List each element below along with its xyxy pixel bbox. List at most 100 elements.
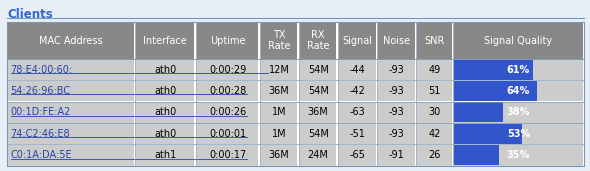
Bar [454,124,522,144]
Bar [454,81,583,101]
Text: Signal: Signal [342,36,372,45]
Bar [417,23,451,58]
Bar [300,145,336,166]
Text: TX
Rate: TX Rate [268,30,290,51]
Text: 36M: 36M [268,150,290,160]
Text: 0:00:17: 0:00:17 [209,150,246,160]
Bar [339,59,376,80]
Bar [261,145,297,166]
Bar [261,59,297,80]
Text: ath0: ath0 [154,129,176,139]
Bar [339,23,376,58]
Text: Uptime: Uptime [210,36,245,45]
Bar [136,59,195,80]
Bar [417,81,451,101]
Text: 00:1D:FE:A2: 00:1D:FE:A2 [11,107,71,117]
Text: 38%: 38% [507,107,530,117]
Bar [261,81,297,101]
Text: -91: -91 [388,150,404,160]
Text: 1M: 1M [272,129,286,139]
Bar [454,145,583,166]
Bar [378,123,415,144]
Bar [8,102,134,123]
Bar [339,81,376,101]
Text: 1M: 1M [272,107,286,117]
Bar [300,102,336,123]
Text: Noise: Noise [383,36,410,45]
Text: -93: -93 [388,107,404,117]
Bar [454,123,583,144]
Bar [417,102,451,123]
Bar [417,145,451,166]
Text: 36M: 36M [268,86,290,96]
Bar [136,102,195,123]
Text: ath0: ath0 [154,65,176,75]
Text: 36M: 36M [308,107,329,117]
Text: 54M: 54M [308,65,329,75]
Text: 24M: 24M [308,150,329,160]
Text: RX
Rate: RX Rate [307,30,329,51]
Text: 61%: 61% [507,65,530,75]
Bar [261,102,297,123]
Bar [261,23,297,58]
Bar [8,23,134,58]
Bar [261,123,297,144]
Text: -93: -93 [388,86,404,96]
Bar [339,145,376,166]
Bar [454,102,583,123]
Text: 26: 26 [428,150,441,160]
Bar [300,123,336,144]
Bar [8,123,134,144]
Bar [197,123,258,144]
Text: Clients: Clients [7,8,53,21]
Bar [300,81,336,101]
Bar [197,23,258,58]
Text: -93: -93 [388,129,404,139]
Bar [197,59,258,80]
Bar [454,60,533,80]
Text: -65: -65 [349,150,365,160]
Bar [197,81,258,101]
Bar [300,23,336,58]
Text: SNR: SNR [424,36,444,45]
Text: 35%: 35% [507,150,530,160]
Text: 0:00:01: 0:00:01 [209,129,246,139]
Text: -44: -44 [349,65,365,75]
Text: ath1: ath1 [154,150,176,160]
Bar [300,59,336,80]
Text: 64%: 64% [507,86,530,96]
Bar [378,59,415,80]
Bar [417,59,451,80]
Text: 0:00:26: 0:00:26 [209,107,246,117]
Text: 51: 51 [428,86,441,96]
Bar [8,81,134,101]
Text: Signal Quality: Signal Quality [484,36,552,45]
Text: 54M: 54M [308,129,329,139]
Text: ath0: ath0 [154,107,176,117]
Text: 78:E4:00:60:: 78:E4:00:60: [11,65,73,75]
Text: 53%: 53% [507,129,530,139]
Text: -93: -93 [388,65,404,75]
Text: -51: -51 [349,129,365,139]
Bar [136,145,195,166]
Bar [197,102,258,123]
Text: 54M: 54M [308,86,329,96]
Text: -63: -63 [349,107,365,117]
Bar [454,145,499,165]
Bar [136,23,195,58]
Text: C0:1A:DA:5E: C0:1A:DA:5E [11,150,72,160]
Text: 30: 30 [428,107,440,117]
Text: 0:00:28: 0:00:28 [209,86,246,96]
Bar [378,23,415,58]
Text: MAC Address: MAC Address [39,36,103,45]
Bar [339,102,376,123]
Text: ath0: ath0 [154,86,176,96]
Text: 74:C2:46:E8: 74:C2:46:E8 [11,129,70,139]
Text: 0:00:29: 0:00:29 [209,65,246,75]
Bar [454,59,583,80]
Text: 42: 42 [428,129,441,139]
Bar [454,81,536,101]
Text: 54:26:96:BC: 54:26:96:BC [11,86,71,96]
Bar [378,102,415,123]
Bar [454,23,583,58]
